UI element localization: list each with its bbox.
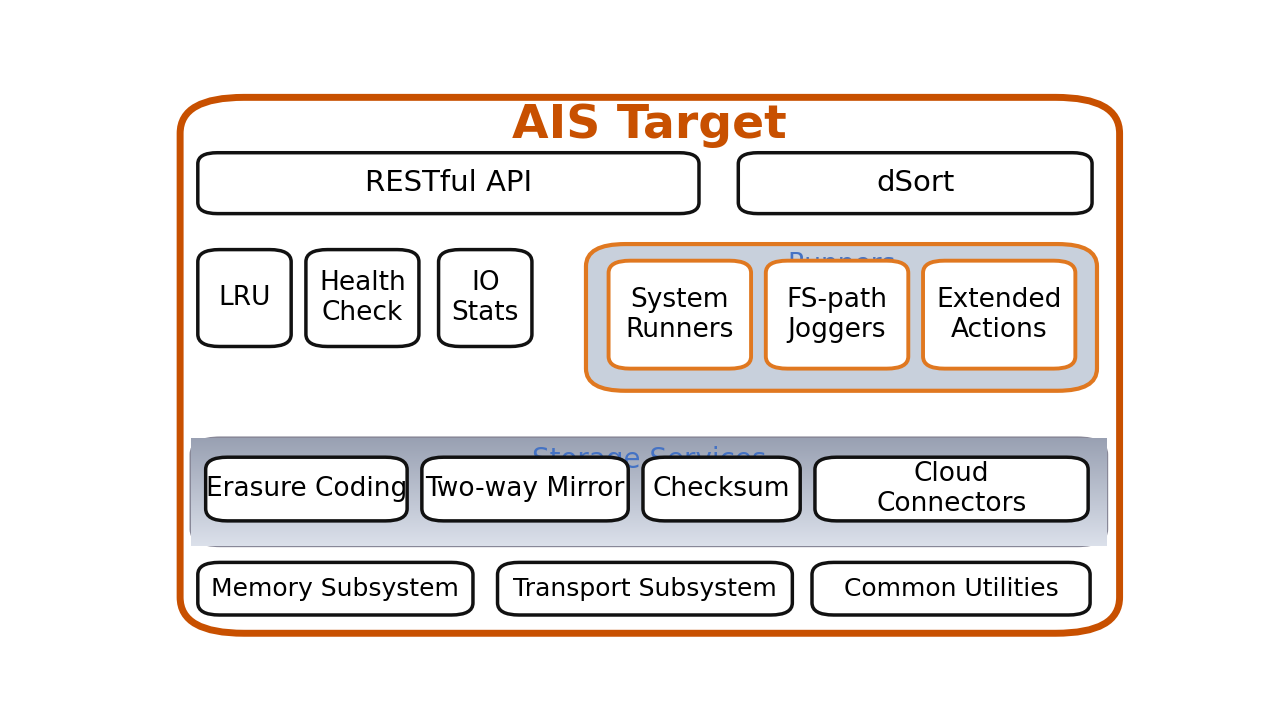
Text: dSort: dSort — [876, 169, 955, 197]
Text: Checksum: Checksum — [653, 476, 790, 502]
FancyBboxPatch shape — [198, 152, 699, 214]
FancyBboxPatch shape — [812, 562, 1090, 615]
FancyBboxPatch shape — [738, 152, 1092, 214]
Text: Runners: Runners — [787, 252, 895, 278]
FancyBboxPatch shape — [815, 457, 1088, 521]
Text: Memory Subsystem: Memory Subsystem — [212, 577, 459, 600]
FancyBboxPatch shape — [609, 261, 751, 369]
Text: System
Runners: System Runners — [625, 287, 734, 343]
Text: AIS Target: AIS Target — [512, 103, 787, 147]
Text: IO
Stats: IO Stats — [451, 270, 519, 326]
Text: Health
Check: Health Check — [320, 270, 406, 326]
FancyBboxPatch shape — [923, 261, 1075, 369]
FancyBboxPatch shape — [422, 457, 628, 521]
FancyBboxPatch shape — [643, 457, 800, 521]
Text: Cloud
Connectors: Cloud Connectors — [876, 461, 1027, 517]
Text: Extended
Actions: Extended Actions — [937, 287, 1061, 343]
FancyBboxPatch shape — [497, 562, 792, 615]
Text: LRU: LRU — [218, 285, 270, 311]
FancyBboxPatch shape — [205, 457, 407, 521]
FancyBboxPatch shape — [180, 97, 1120, 633]
Text: RESTful API: RESTful API — [365, 169, 533, 197]
FancyBboxPatch shape — [306, 249, 418, 347]
FancyBboxPatch shape — [198, 249, 292, 347]
FancyBboxPatch shape — [586, 244, 1097, 391]
Text: Two-way Mirror: Two-way Mirror — [425, 476, 625, 502]
Text: Common Utilities: Common Utilities — [843, 577, 1059, 600]
Text: FS-path
Joggers: FS-path Joggers — [786, 287, 888, 343]
Text: Transport Subsystem: Transport Subsystem — [514, 577, 777, 600]
FancyBboxPatch shape — [766, 261, 908, 369]
Text: Erasure Coding: Erasure Coding — [205, 476, 407, 502]
FancyBboxPatch shape — [439, 249, 533, 347]
Text: Storage Services: Storage Services — [531, 446, 766, 474]
FancyBboxPatch shape — [198, 562, 473, 615]
